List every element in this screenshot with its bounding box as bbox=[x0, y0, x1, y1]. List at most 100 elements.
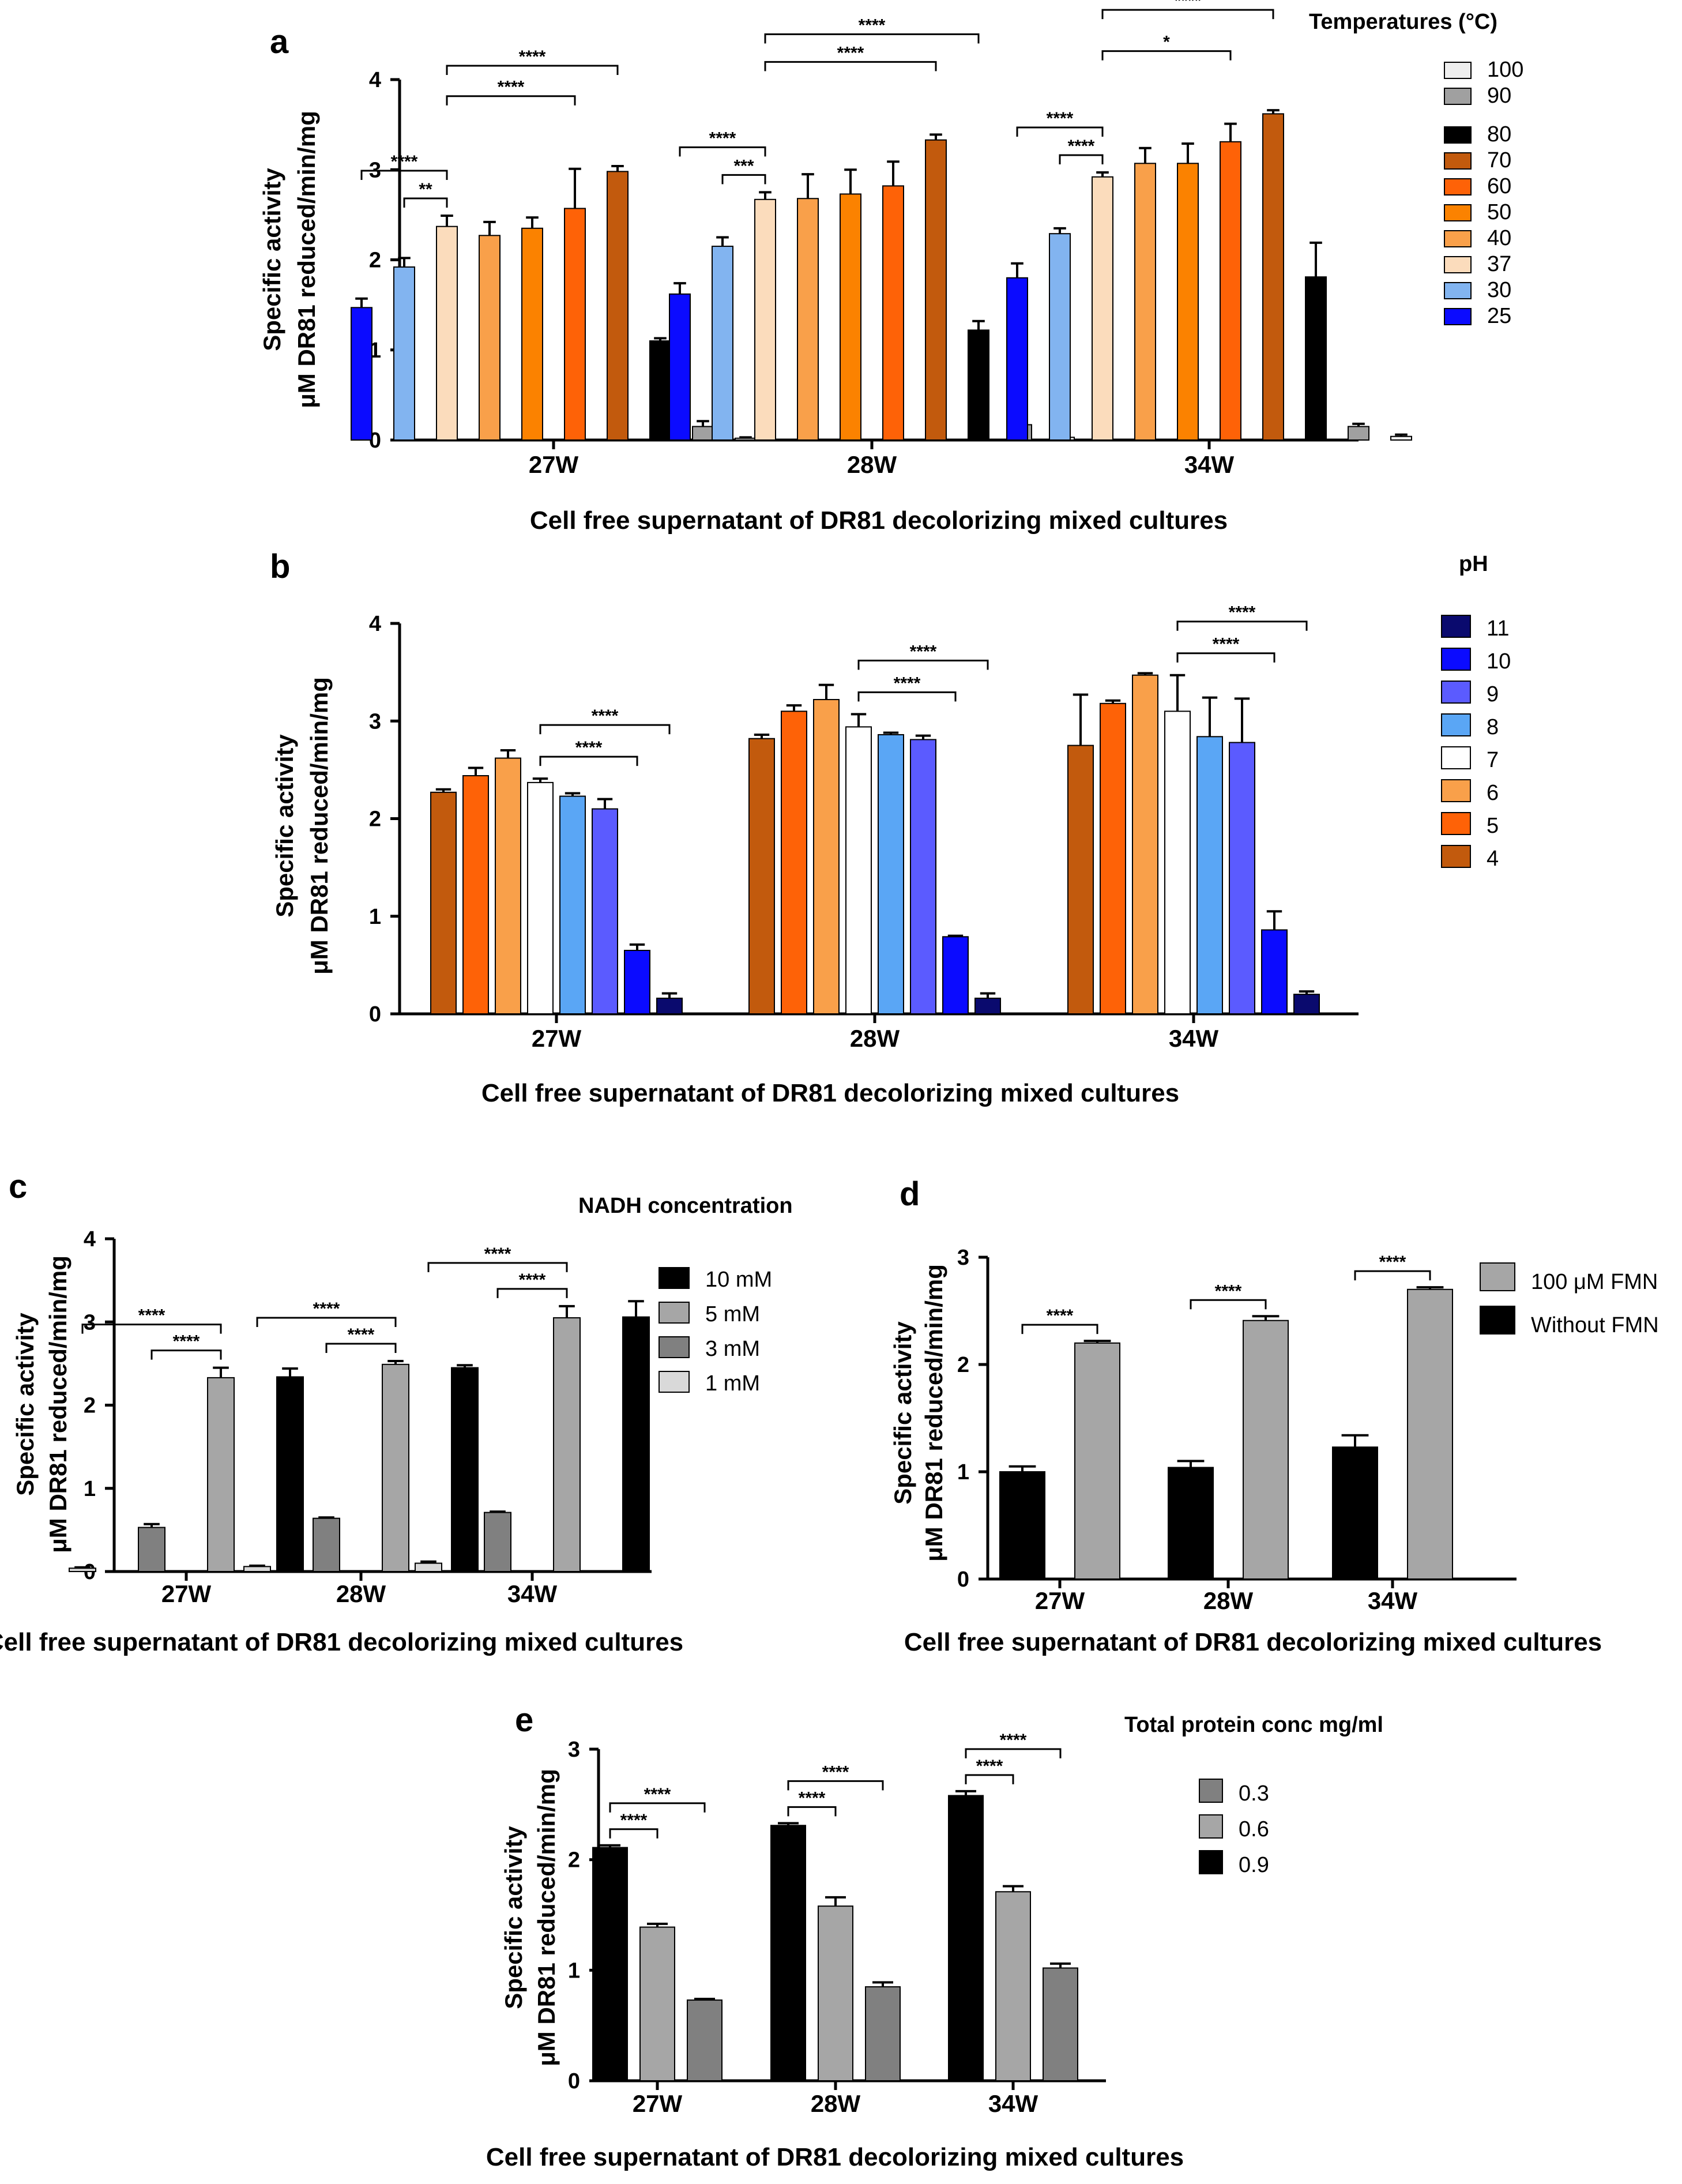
bar bbox=[1220, 141, 1241, 441]
significance-bracket bbox=[679, 146, 766, 157]
legend-swatch bbox=[1444, 256, 1472, 273]
legend-swatch bbox=[1441, 615, 1471, 638]
bar bbox=[559, 795, 586, 1014]
y-tick-label: 4 bbox=[369, 68, 381, 92]
significance-bracket bbox=[446, 65, 619, 75]
legend-label: 60 bbox=[1487, 174, 1511, 198]
significance-label: **** bbox=[1000, 1731, 1027, 1750]
significance-bracket bbox=[360, 170, 448, 180]
legend-swatch bbox=[1444, 230, 1472, 247]
x-tick-label: 34W bbox=[1169, 1025, 1219, 1052]
significance-label: **** bbox=[859, 16, 886, 35]
bar bbox=[479, 235, 501, 441]
legend-label: 37 bbox=[1487, 252, 1511, 276]
significance-bracket bbox=[1176, 621, 1308, 631]
significance-label: **** bbox=[1213, 635, 1240, 654]
y-axis-title: Specific activity bbox=[258, 168, 285, 351]
bar bbox=[942, 936, 969, 1014]
significance-bracket bbox=[150, 1350, 222, 1360]
significance-bracket bbox=[446, 95, 576, 106]
significance-label: **** bbox=[910, 642, 937, 661]
significance-label: **** bbox=[1229, 603, 1256, 622]
legend-label: 4 bbox=[1487, 847, 1499, 871]
significance-bracket bbox=[965, 1774, 1014, 1784]
bar bbox=[1348, 426, 1369, 441]
y-tick-label: 4 bbox=[84, 1227, 96, 1251]
bar bbox=[948, 1795, 984, 2081]
x-axis-title: Cell free supernatant of DR81 decolorizi… bbox=[530, 506, 1228, 535]
significance-bracket bbox=[427, 1262, 568, 1272]
bar bbox=[436, 225, 458, 441]
x-tick-label: 28W bbox=[336, 1580, 386, 1607]
x-tick-label: 27W bbox=[161, 1580, 212, 1607]
panel-d: d 0 1 2 3 Specific activity μM DR81 reduced/mi… bbox=[889, 1175, 1659, 1656]
legend: Total protein conc mg/ml 0.3 0.6 0.9 bbox=[1124, 1713, 1383, 1877]
significance-bracket bbox=[1190, 1299, 1267, 1310]
legend-swatch bbox=[1441, 845, 1471, 868]
bar bbox=[553, 1317, 581, 1573]
significance-label: **** bbox=[484, 1245, 511, 1264]
significance-bracket bbox=[403, 197, 448, 208]
significance-label: ** bbox=[419, 180, 432, 199]
panel-label: b bbox=[270, 548, 290, 585]
legend-label: 8 bbox=[1487, 715, 1499, 739]
bar bbox=[430, 791, 457, 1014]
bar bbox=[1332, 1446, 1378, 1580]
legend: pH 11 10 9 8 7 6 5 4 bbox=[1441, 552, 1511, 871]
y-tick-label: 1 bbox=[568, 1959, 580, 1983]
bar bbox=[649, 340, 671, 441]
legend-label: 11 bbox=[1487, 617, 1509, 641]
legend-swatch bbox=[658, 1336, 690, 1358]
significance-label: **** bbox=[498, 78, 525, 97]
x-tick-label: 27W bbox=[633, 2090, 683, 2117]
bar bbox=[1407, 1288, 1453, 1580]
y-tick-label: 3 bbox=[568, 1738, 580, 1762]
y-tick-label: 3 bbox=[84, 1310, 96, 1335]
legend-swatch bbox=[1444, 152, 1472, 170]
y-tick-label: 1 bbox=[369, 905, 381, 929]
significance-label: **** bbox=[894, 674, 921, 693]
legend-swatch bbox=[1444, 62, 1472, 79]
y-axis-title: Specific activity bbox=[12, 1313, 39, 1496]
y-tick-label: 1 bbox=[84, 1477, 96, 1501]
legend: 100 μM FMN Without FMN bbox=[1480, 1262, 1659, 1337]
bar bbox=[451, 1367, 479, 1572]
panel-label: d bbox=[900, 1175, 920, 1213]
legend-swatch bbox=[658, 1371, 690, 1393]
bar bbox=[995, 1891, 1031, 2081]
significance-label: **** bbox=[592, 706, 619, 726]
x-tick-label: 34W bbox=[1184, 451, 1235, 478]
legend-swatch bbox=[1444, 282, 1472, 299]
legend-label: 80 bbox=[1487, 122, 1511, 146]
bar bbox=[910, 739, 936, 1014]
y-tick-label: 2 bbox=[957, 1353, 969, 1377]
significance-label: *** bbox=[733, 156, 754, 175]
significance-label: **** bbox=[519, 1270, 546, 1290]
legend-swatch bbox=[1441, 648, 1471, 671]
legend-label: 10 mM bbox=[705, 1268, 772, 1292]
significance-label: **** bbox=[519, 47, 546, 66]
bar bbox=[1168, 1467, 1214, 1580]
y-axis-title: Specific activity bbox=[889, 1321, 916, 1505]
y-tick-label: 0 bbox=[84, 1560, 96, 1584]
y-tick-label: 2 bbox=[84, 1394, 96, 1418]
legend-title: Temperatures (°C) bbox=[1309, 10, 1497, 34]
bar bbox=[748, 738, 775, 1014]
y-axis-title: μM DR81 reduced/min/mg bbox=[293, 111, 320, 408]
x-axis-title: Cell free supernatant of DR81 decolorizi… bbox=[481, 1079, 1179, 1107]
significance-bracket bbox=[857, 691, 957, 702]
bar bbox=[974, 997, 1001, 1015]
significance-bracket bbox=[539, 755, 638, 766]
legend-label: 7 bbox=[1487, 748, 1499, 772]
legend-swatch bbox=[1444, 308, 1472, 325]
bar bbox=[1177, 163, 1199, 441]
significance-bracket bbox=[256, 1317, 397, 1328]
y-axis-title: μM DR81 reduced/min/mg bbox=[44, 1255, 72, 1553]
legend-label: 90 bbox=[1487, 84, 1511, 108]
bar bbox=[1132, 674, 1158, 1014]
significance-bracket bbox=[1059, 154, 1104, 164]
legend-label: 100 bbox=[1487, 58, 1523, 82]
x-tick-label: 28W bbox=[1203, 1587, 1254, 1614]
bar bbox=[607, 171, 629, 441]
